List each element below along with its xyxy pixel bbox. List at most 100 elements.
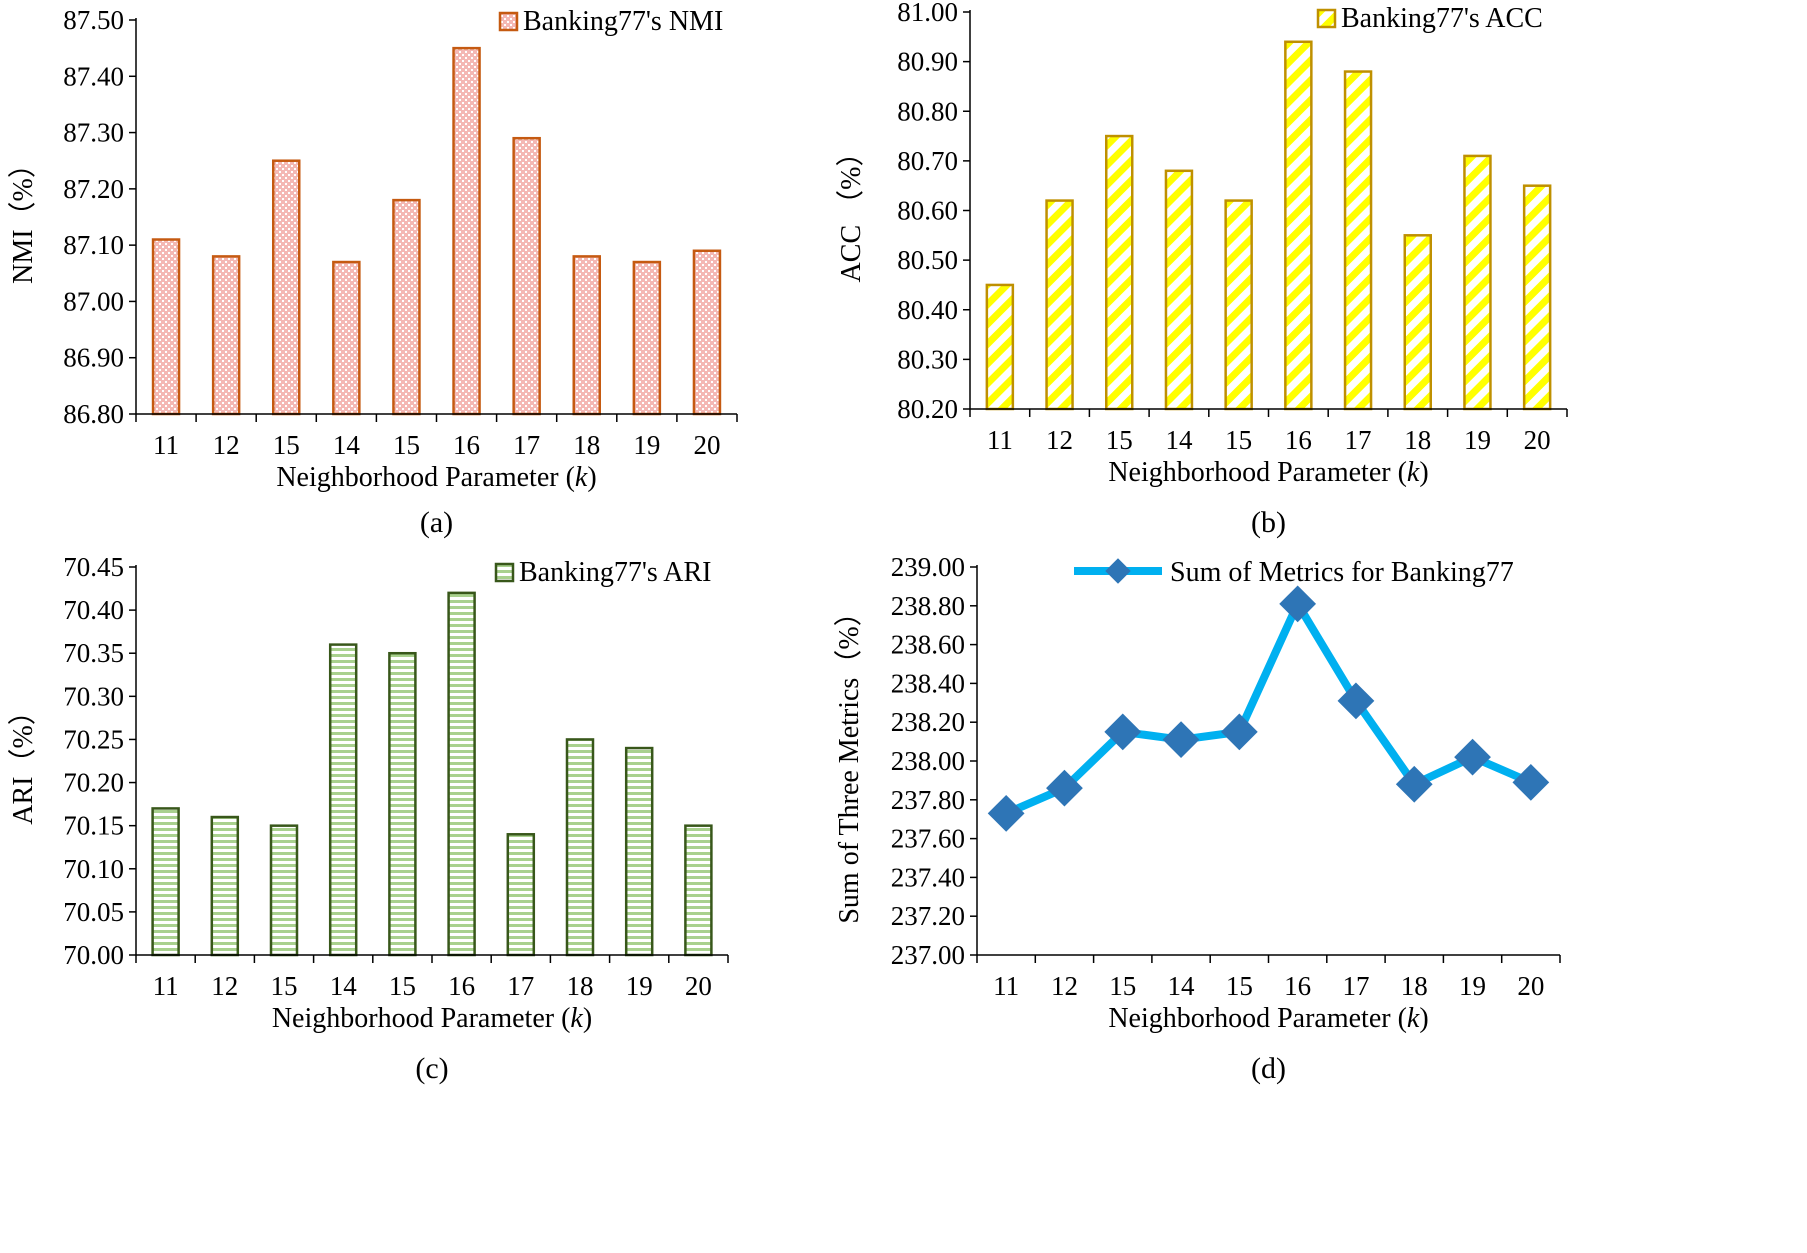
x-tick-label: 15 bbox=[389, 971, 416, 1001]
bar bbox=[506, 833, 536, 957]
data-point bbox=[1046, 769, 1083, 807]
bar bbox=[1164, 169, 1194, 411]
x-tick-label: 19 bbox=[1464, 425, 1491, 455]
y-tick-label: 70.25 bbox=[63, 724, 124, 754]
y-tick-label: 237.80 bbox=[891, 785, 965, 815]
y-tick-label: 70.00 bbox=[63, 940, 124, 970]
axes-group bbox=[129, 18, 738, 422]
y-tick-label: 80.60 bbox=[897, 196, 958, 226]
x-tick-label: 20 bbox=[1517, 971, 1544, 1001]
bar bbox=[624, 746, 654, 957]
x-tick-label: 15 bbox=[393, 430, 420, 460]
y-axis-title: ACC （%） bbox=[835, 139, 867, 283]
y-tick-label: 80.70 bbox=[897, 146, 958, 176]
bar bbox=[985, 283, 1015, 411]
bar bbox=[452, 46, 481, 416]
bar bbox=[328, 643, 358, 957]
legend-label: Sum of Metrics for Banking77 bbox=[1170, 557, 1514, 588]
x-tick-label: 15 bbox=[1225, 425, 1252, 455]
y-tick-label: 87.10 bbox=[63, 230, 124, 260]
y-tick-label: 238.80 bbox=[891, 591, 965, 621]
x-tick-label: 18 bbox=[1401, 971, 1428, 1001]
y-tick-label: 70.15 bbox=[63, 811, 124, 841]
data-point bbox=[1395, 765, 1433, 803]
x-tick-labels: 11 12 15 14 15 16 17 18 19 20 bbox=[987, 425, 1551, 455]
chart-panel-nmi: 86.80 86.90 87.00 87.10 87.20 87.30 87.40 87.50… bbox=[7, 5, 738, 539]
bar bbox=[684, 824, 713, 957]
panel-label: (b) bbox=[1251, 506, 1286, 539]
y-axis-title: NMI（%） bbox=[7, 150, 39, 284]
y-tick-label: 70.30 bbox=[63, 681, 124, 711]
x-tick-label: 17 bbox=[1342, 971, 1369, 1001]
x-tick-label: 15 bbox=[273, 430, 300, 460]
legend-swatch bbox=[498, 11, 519, 32]
bar bbox=[210, 815, 240, 957]
x-axis-title: Neighborhood Parameter (k) bbox=[272, 1003, 592, 1034]
y-tick-label: 80.80 bbox=[897, 96, 958, 126]
x-tick-label: 20 bbox=[685, 971, 712, 1001]
bar bbox=[632, 260, 662, 416]
chart-panel-acc: 80.20 80.30 80.40 80.50 80.60 80.70 80.80 80.90… bbox=[835, 0, 1568, 539]
legend-label: Banking77's ACC bbox=[1341, 3, 1543, 34]
bar bbox=[692, 249, 722, 416]
panel-label: (d) bbox=[1251, 1052, 1286, 1085]
x-tick-labels: 11 12 15 14 15 16 17 18 19 20 bbox=[153, 430, 720, 460]
y-tick-label: 238.00 bbox=[891, 746, 965, 776]
y-tick-label: 87.00 bbox=[63, 286, 124, 316]
bar bbox=[1522, 184, 1552, 411]
data-point bbox=[1337, 682, 1375, 720]
x-tick-label: 16 bbox=[1285, 425, 1312, 455]
x-tick-label: 16 bbox=[1284, 971, 1311, 1001]
x-tick-label: 14 bbox=[333, 430, 361, 460]
x-tick-label: 14 bbox=[330, 971, 358, 1001]
x-tick-label: 18 bbox=[567, 971, 594, 1001]
y-tick-label: 237.60 bbox=[891, 824, 965, 854]
bar bbox=[565, 738, 595, 957]
x-tick-label: 17 bbox=[1345, 425, 1372, 455]
y-tick-label: 86.90 bbox=[63, 343, 124, 373]
y-tick-label: 80.50 bbox=[897, 245, 958, 275]
bar bbox=[1463, 154, 1492, 411]
x-tick-label: 18 bbox=[573, 430, 600, 460]
bars-group bbox=[151, 591, 713, 957]
data-point bbox=[987, 794, 1025, 832]
bar bbox=[1284, 40, 1313, 411]
legend: Sum of Metrics for Banking77 bbox=[1074, 557, 1514, 588]
legend-label: Banking77's ARI bbox=[519, 557, 712, 588]
y-tick-label: 238.40 bbox=[891, 668, 965, 698]
y-tick-label: 239.00 bbox=[891, 552, 965, 582]
x-tick-label: 16 bbox=[453, 430, 480, 460]
legend: Banking77's ACC bbox=[1316, 3, 1543, 34]
y-tick-label: 80.30 bbox=[897, 344, 958, 374]
x-tick-label: 19 bbox=[626, 971, 653, 1001]
x-tick-label: 12 bbox=[1046, 425, 1073, 455]
x-tick-label: 11 bbox=[153, 971, 179, 1001]
x-tick-label: 20 bbox=[693, 430, 720, 460]
x-axis-title: Neighborhood Parameter (k) bbox=[1108, 457, 1428, 488]
y-tick-labels: 86.80 86.90 87.00 87.10 87.20 87.30 87.40 87.50 bbox=[63, 5, 124, 429]
x-tick-label: 15 bbox=[1109, 971, 1136, 1001]
data-point bbox=[1512, 763, 1550, 801]
bar bbox=[1224, 199, 1253, 411]
chart-panel-sum: 237.00 237.20 237.40 237.60 237.80 238.00 238.… bbox=[833, 552, 1561, 1085]
bar bbox=[388, 651, 417, 957]
bar bbox=[1343, 70, 1373, 411]
y-tick-label: 70.35 bbox=[63, 638, 124, 668]
y-tick-label: 237.00 bbox=[891, 940, 965, 970]
y-tick-label: 80.20 bbox=[897, 394, 958, 424]
legend-marker-sample bbox=[1105, 558, 1131, 584]
bar bbox=[1105, 134, 1134, 411]
data-point bbox=[1162, 721, 1200, 759]
y-tick-label: 87.50 bbox=[63, 5, 124, 35]
x-tick-label: 18 bbox=[1404, 425, 1431, 455]
y-tick-label: 80.40 bbox=[897, 295, 958, 325]
axes-group bbox=[963, 10, 1568, 417]
bars-group bbox=[151, 46, 722, 416]
y-tick-label: 86.80 bbox=[63, 399, 124, 429]
y-tick-label: 87.40 bbox=[63, 61, 124, 91]
x-tick-labels: 11 12 15 14 15 16 17 18 19 20 bbox=[153, 971, 712, 1001]
legend-swatch bbox=[1316, 8, 1337, 29]
bar bbox=[269, 824, 299, 957]
bar bbox=[572, 255, 601, 416]
data-point bbox=[1279, 585, 1317, 623]
